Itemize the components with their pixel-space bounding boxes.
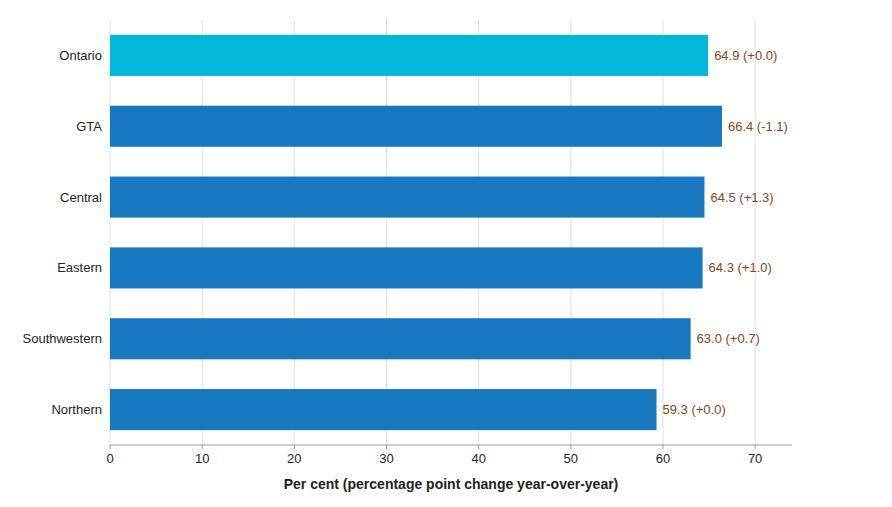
bars <box>110 35 722 430</box>
y-tick-label: GTA <box>76 119 102 134</box>
data-label: 63.0 (+0.7) <box>697 331 760 346</box>
grid-line <box>294 20 295 445</box>
chart-svg: 64.9 (+0.0) 66.4 (-1.1) 64.5 (+1.3) 64.3 (+… <box>0 0 892 507</box>
x-tick <box>202 445 203 449</box>
data-label: 59.3 (+0.0) <box>663 402 726 417</box>
x-tick-label: 70 <box>748 451 762 466</box>
y-axis: Ontario GTA Central Eastern Southwestern Nort… <box>23 48 103 417</box>
grid-line <box>386 20 387 445</box>
x-tick <box>478 445 479 449</box>
x-tick <box>386 445 387 449</box>
x-tick-label: 0 <box>106 451 113 466</box>
x-tick <box>294 445 295 449</box>
x-tick-label: 10 <box>195 451 209 466</box>
bar <box>110 177 704 218</box>
chart-container: 64.9 (+0.0) 66.4 (-1.1) 64.5 (+1.3) 64.3 (+… <box>0 0 892 507</box>
data-label: 64.5 (+1.3) <box>710 190 773 205</box>
x-tick <box>755 445 756 449</box>
x-axis-label: Per cent (percentage point change year-o… <box>284 476 619 492</box>
y-tick-label: Central <box>60 190 102 205</box>
x-axis-line <box>110 445 792 446</box>
grid-line <box>662 20 663 445</box>
grid <box>110 20 755 445</box>
grid-line <box>202 20 203 445</box>
grid-line <box>478 20 479 445</box>
bar <box>110 389 657 430</box>
x-tick <box>570 445 571 449</box>
x-tick <box>662 445 663 449</box>
grid-line <box>110 20 111 445</box>
bar <box>110 318 691 359</box>
x-tick-label: 60 <box>656 451 670 466</box>
grid-line <box>755 20 756 445</box>
data-label: 64.9 (+0.0) <box>714 48 777 63</box>
bar <box>110 106 722 147</box>
y-tick-label: Southwestern <box>23 331 103 346</box>
x-tick-label: 30 <box>379 451 393 466</box>
grid-line <box>570 20 571 445</box>
x-axis: 0 10 20 30 40 50 60 70 Per cent (percentage poin… <box>106 445 792 492</box>
y-tick-label: Eastern <box>57 260 102 275</box>
bar <box>110 247 703 288</box>
data-label: 64.3 (+1.0) <box>709 260 772 275</box>
x-tick-label: 20 <box>287 451 301 466</box>
x-tick-label: 50 <box>564 451 578 466</box>
data-labels: 64.9 (+0.0) 66.4 (-1.1) 64.5 (+1.3) 64.3 (+… <box>663 48 788 417</box>
data-label: 66.4 (-1.1) <box>728 119 788 134</box>
x-tick <box>110 445 111 449</box>
y-tick-label: Ontario <box>59 48 102 63</box>
bar <box>110 35 708 76</box>
y-tick-label: Northern <box>51 402 102 417</box>
x-tick-label: 40 <box>471 451 485 466</box>
